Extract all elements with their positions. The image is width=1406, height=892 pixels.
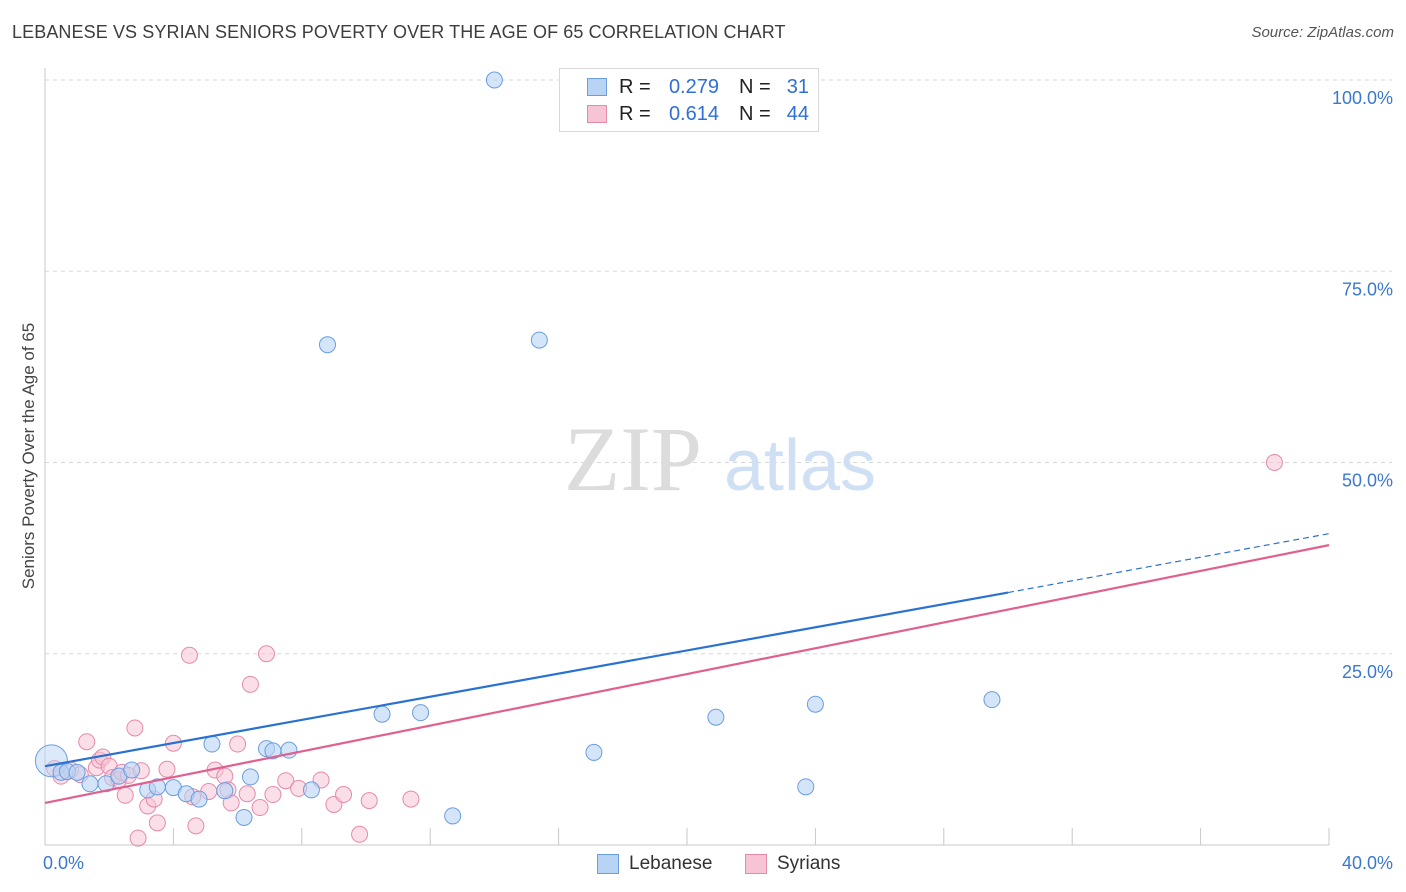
lebanese-point [81, 775, 99, 793]
axes [44, 68, 1330, 846]
grid [45, 79, 1392, 655]
lebanese-point [797, 778, 815, 796]
lebanese-legend-label: Lebanese [629, 853, 713, 874]
syrians-point [116, 786, 134, 804]
trend-lines [44, 533, 1330, 805]
syrians-trend-line [44, 544, 1330, 805]
lebanese-point [203, 735, 221, 753]
syrians-point [1265, 454, 1283, 471]
lebanese-point [235, 808, 253, 826]
legend-n-value: 31 [786, 75, 809, 98]
legend-r-value: 0.614 [668, 102, 719, 125]
syrians-point [351, 825, 369, 843]
legend-r-label: R = [619, 75, 651, 98]
syrians-point [241, 675, 259, 693]
syrians-point [229, 735, 247, 753]
lebanese-point [707, 708, 725, 726]
syrians-legend-label: Syrians [777, 853, 841, 874]
syrians-point [129, 829, 147, 847]
legend-n-value: 44 [786, 102, 809, 125]
syrians-point [126, 719, 144, 737]
lebanese-point [485, 71, 503, 89]
syrians-point [335, 786, 353, 804]
lebanese-point [123, 761, 141, 779]
bottom-legend-syrians: Syrians [745, 852, 840, 876]
syrians-point [238, 785, 256, 803]
lebanese-point [190, 790, 208, 808]
syrians-point [277, 772, 295, 790]
x-tick-label-max: 40.0% [1342, 853, 1393, 873]
lebanese-trend-extension [1007, 533, 1330, 594]
chart-title: LEBANESE VS SYRIAN SENIORS POVERTY OVER … [12, 22, 786, 42]
lebanese-trend-line [44, 591, 1009, 768]
legend-row-syrians: R = 0.614 N = 44 [560, 100, 809, 128]
syrians-point [187, 817, 205, 835]
lebanese-point [241, 768, 259, 786]
legend-n-label: N = [739, 75, 771, 98]
syrians-point [360, 792, 378, 810]
watermark-atlas: atlas [724, 426, 876, 506]
lebanese-point [530, 331, 548, 349]
lebanese-point [318, 336, 336, 354]
lebanese-point [806, 695, 824, 713]
syrians-point [148, 814, 166, 832]
syrians-point [264, 786, 282, 804]
syrians-legend-swatch [745, 854, 767, 874]
legend-row-lebanese: R = 0.279 N = 31 [560, 73, 809, 101]
legend-n-label: N = [739, 102, 771, 125]
lebanese-point [216, 782, 234, 800]
syrians-point [257, 645, 275, 663]
lebanese-points [34, 71, 1001, 826]
tick-labels: 100.0% 75.0% 50.0% 25.0% 0.0% 40.0% [43, 88, 1393, 873]
y-tick-label: 75.0% [1342, 279, 1393, 299]
legend-r-value: 0.279 [668, 75, 719, 98]
correlation-legend: R = 0.279 N = 31 R = 0.614 N = 44 [559, 68, 819, 132]
x-tick-label-min: 0.0% [43, 853, 84, 873]
bottom-legend-lebanese: Lebanese [597, 852, 712, 876]
lebanese-point [983, 691, 1001, 709]
y-axis-title-wrap: Seniors Poverty Over the Age of 65 [15, 0, 45, 892]
lebanese-point [412, 704, 430, 722]
y-tick-label: 100.0% [1332, 88, 1393, 108]
lebanese-point [373, 705, 391, 723]
lebanese-swatch [587, 78, 607, 96]
syrians-point [158, 760, 176, 778]
syrians-point [180, 646, 198, 664]
lebanese-point [444, 807, 462, 825]
lebanese-point [302, 781, 320, 799]
lebanese-point [585, 743, 603, 761]
watermark: ZIP atlas [564, 408, 876, 510]
lebanese-legend-swatch [597, 854, 619, 874]
legend-r-label: R = [619, 102, 651, 125]
syrians-point [78, 733, 96, 751]
y-axis-title: Seniors Poverty Over the Age of 65 [19, 322, 38, 590]
syrians-swatch [587, 105, 607, 123]
watermark-zip: ZIP [564, 408, 702, 510]
y-tick-label: 50.0% [1342, 471, 1393, 491]
source-label: Source: ZipAtlas.com [1251, 24, 1394, 41]
lebanese-point [68, 763, 86, 781]
syrians-point [251, 799, 269, 817]
y-tick-label: 25.0% [1342, 662, 1393, 682]
syrians-point [402, 790, 420, 808]
syrians-point [216, 767, 234, 785]
